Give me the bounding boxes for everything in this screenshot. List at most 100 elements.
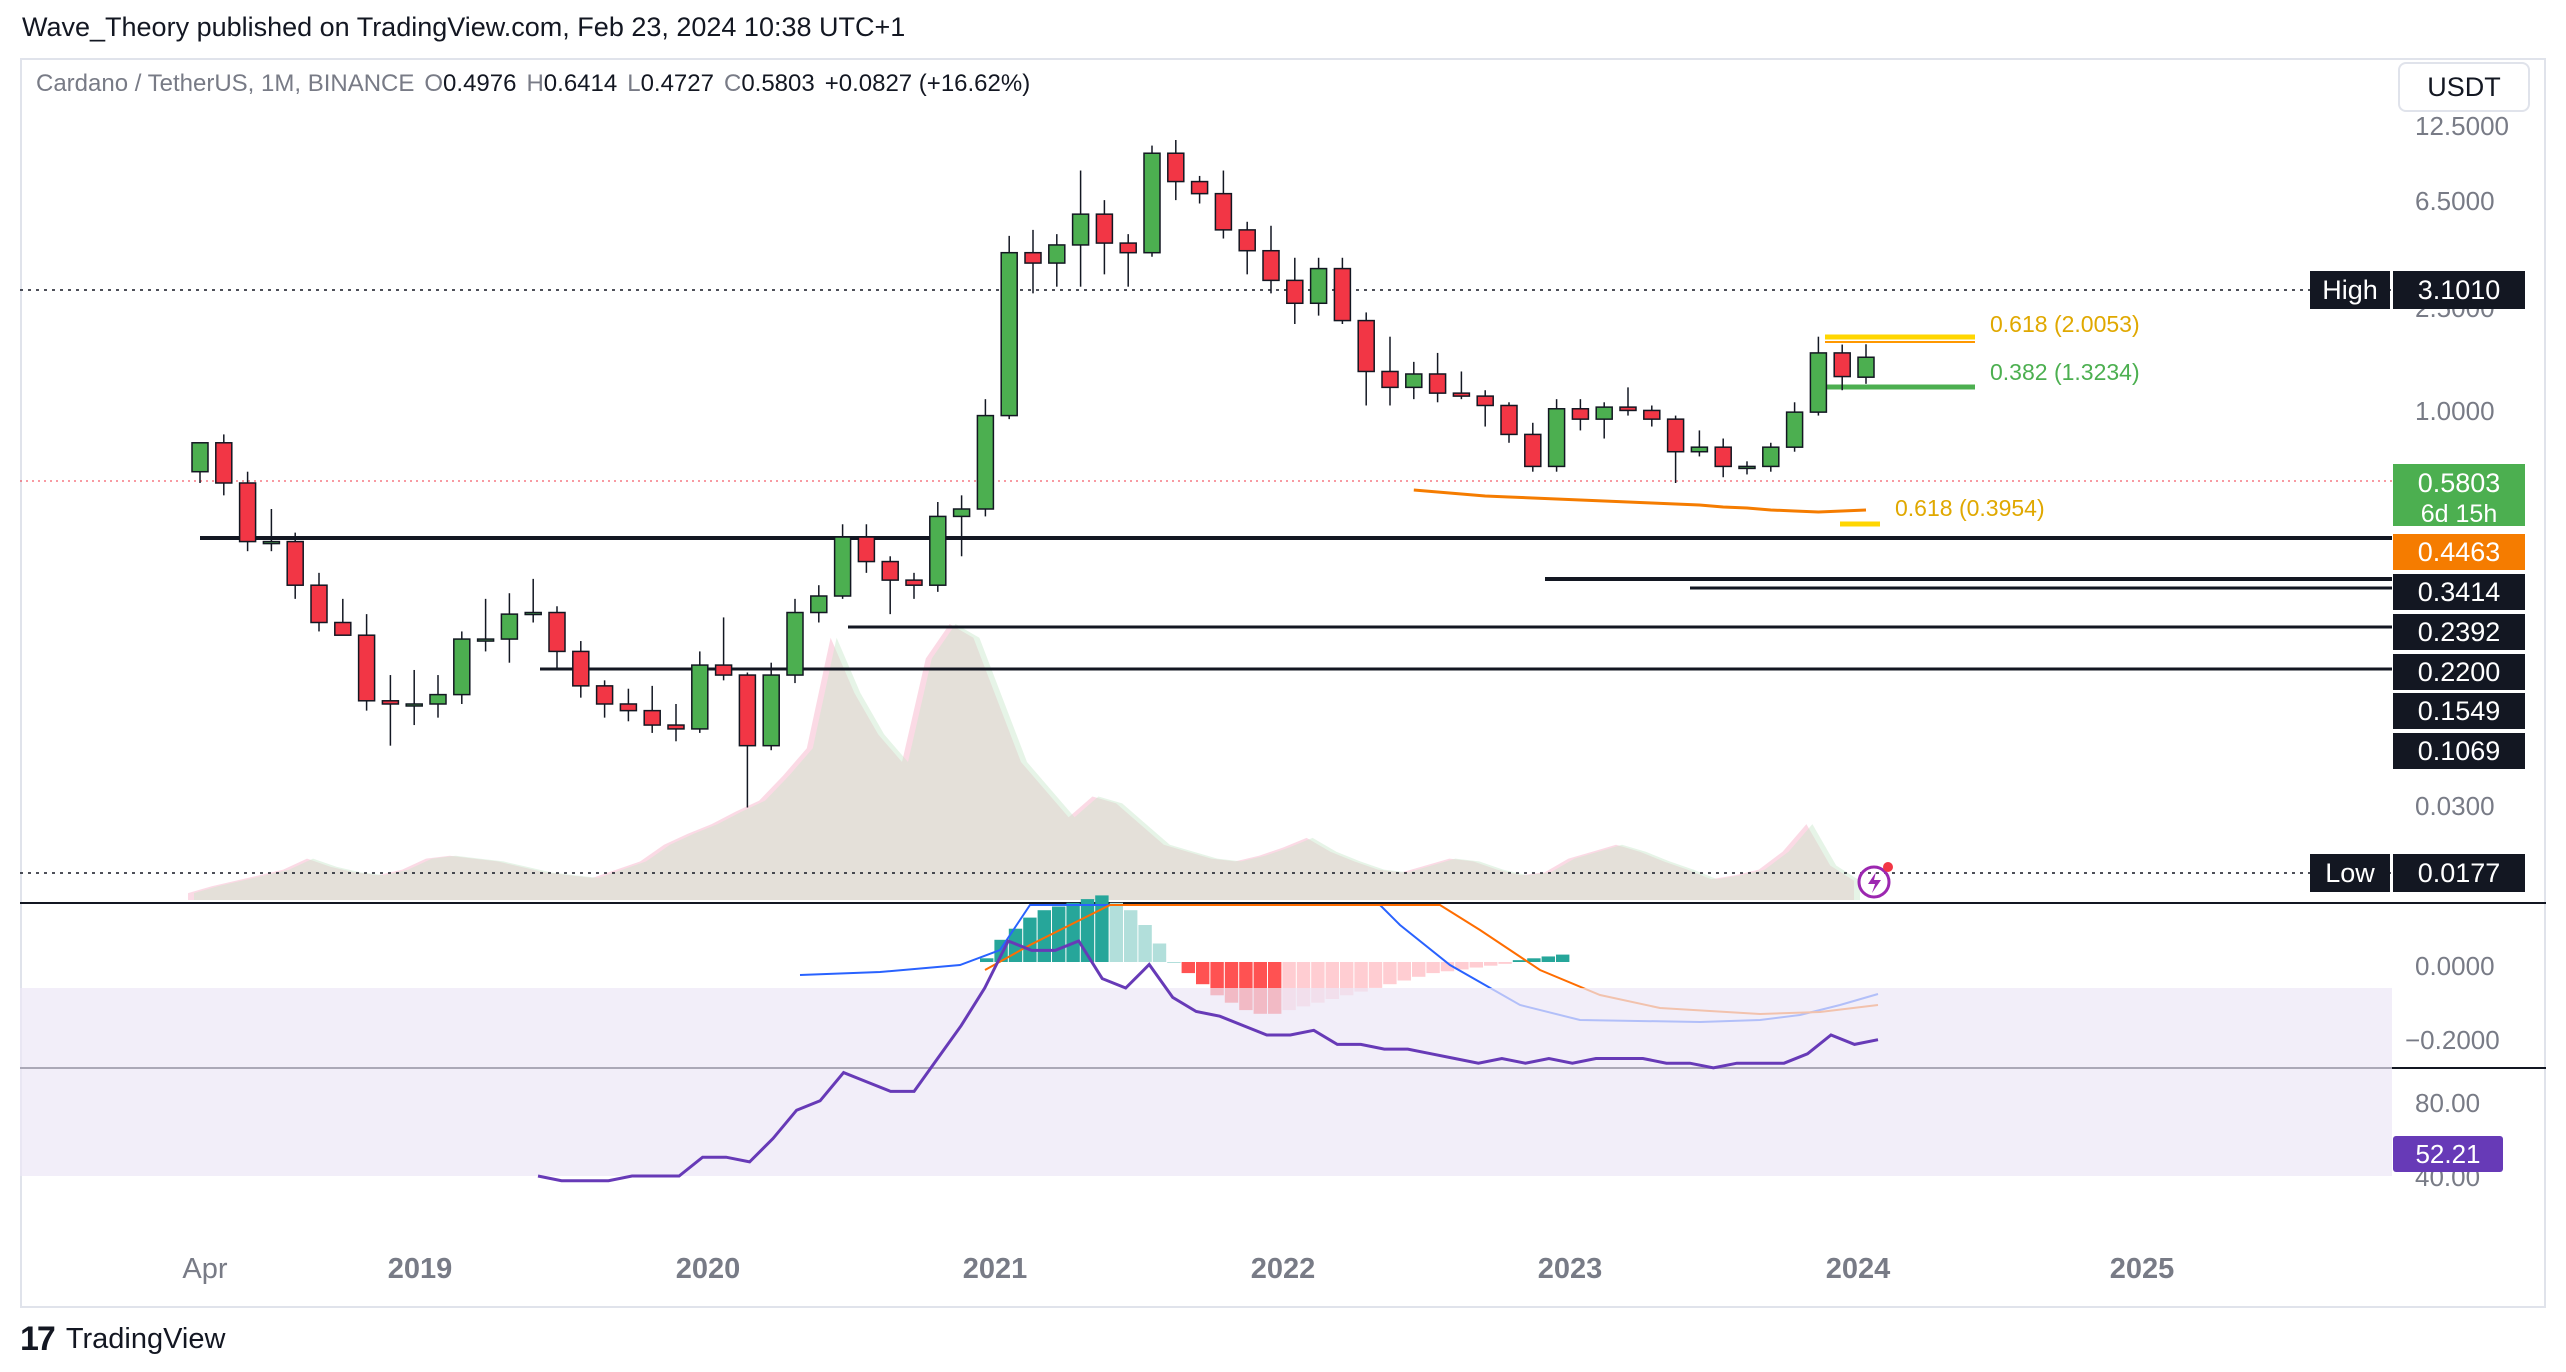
macd-bar-36	[1498, 962, 1512, 964]
candle-2021-09	[1167, 139, 1185, 201]
candle-body	[857, 536, 876, 563]
candle-2019-11	[643, 685, 661, 733]
candle-2023-05	[1643, 405, 1661, 427]
candle-2022-05	[1357, 312, 1375, 406]
chart-frame	[20, 58, 2546, 1308]
price-tag-value: 0.2392	[2418, 617, 2501, 647]
candle-body	[572, 650, 590, 687]
price-tag-value: 0.5803	[2418, 468, 2501, 498]
candle-body	[738, 674, 757, 747]
macd-bar-11	[1138, 925, 1152, 962]
publisher-line: Wave_Theory published on TradingView.com…	[22, 12, 906, 42]
candle-body	[1262, 249, 1280, 282]
time-tick-2022: 2022	[1251, 1253, 1316, 1285]
candle-body	[429, 693, 447, 705]
candle-2019-03	[453, 631, 471, 704]
macd-bar-27	[1368, 962, 1383, 988]
candle-body	[1500, 404, 1518, 436]
candle-body	[976, 414, 995, 510]
candle-2020-06	[810, 585, 828, 623]
candle-body	[619, 703, 638, 712]
candle-body	[1214, 192, 1233, 231]
candle-body	[1690, 446, 1709, 453]
price-tick-0: 12.5000	[2415, 111, 2509, 141]
candle-2019-10	[619, 688, 638, 722]
candle-2020-11	[929, 501, 947, 592]
candle-body	[1857, 356, 1875, 378]
candle-2023-11	[1785, 402, 1804, 452]
candle-body	[643, 709, 661, 726]
candle-2018-05	[215, 434, 233, 496]
candle-body	[1785, 411, 1804, 448]
candle-2023-06	[1666, 415, 1685, 483]
price-tag-value: 0.1069	[2418, 736, 2501, 766]
macd-bar-29	[1397, 962, 1411, 981]
macd-bar-12	[1152, 943, 1167, 962]
ema-line	[1413, 488, 1867, 514]
candle-body	[1714, 446, 1732, 468]
macd-bar-34	[1469, 962, 1483, 968]
price-tag-bg	[2393, 574, 2525, 610]
candle-2022-08	[1428, 352, 1447, 403]
candle-body	[1428, 373, 1447, 394]
candles-layer	[191, 139, 1875, 808]
candle-2022-10	[1476, 390, 1494, 427]
rsi-tick-80: 80.00	[2415, 1088, 2480, 1118]
macd-bar-25	[1340, 962, 1354, 996]
candle-body	[1286, 279, 1304, 305]
candle-2024-01	[1833, 344, 1851, 391]
candle-2019-06	[524, 578, 542, 623]
candle-body	[1476, 395, 1494, 407]
fib-layer: 0.618 (2.0053) 0.382 (1.3234) 0.618 (0.395…	[1825, 311, 2140, 527]
macd-bar-13	[1167, 962, 1181, 963]
price-tag-value: 0.3414	[2418, 577, 2501, 607]
time-tick-2024: 2024	[1826, 1253, 1891, 1285]
candle-body	[762, 674, 780, 747]
price-tag-value: 0.1549	[2418, 696, 2501, 726]
candle-body	[1238, 229, 1256, 252]
candle-2023-03	[1595, 402, 1613, 439]
candle-2021-02	[1000, 235, 1018, 420]
tradingview-logo[interactable]: 17 TradingView	[20, 1320, 225, 1359]
ohlc-change: +0.0827 (+16.62%)	[824, 70, 1031, 97]
macd-bar-6	[1066, 902, 1080, 962]
candle-body	[667, 724, 685, 730]
macd-bar-30	[1412, 962, 1426, 977]
price-tag-countdown: 6d 15h	[2421, 500, 2497, 528]
time-tick-2019: 2019	[388, 1253, 453, 1285]
candle-2020-03	[738, 672, 757, 808]
price-tag-label-bg	[2310, 854, 2390, 892]
candle-body	[1357, 319, 1375, 373]
candle-2019-08	[572, 641, 590, 698]
candle-body	[524, 611, 542, 616]
candle-2021-11	[1214, 170, 1233, 239]
candle-2021-03	[1024, 229, 1042, 294]
candle-body	[334, 621, 352, 636]
candle-body	[548, 611, 566, 653]
time-tick-2025: 2025	[2110, 1253, 2175, 1285]
candle-2019-12	[667, 703, 685, 742]
candle-body	[1619, 406, 1637, 412]
price-tag-bg	[2393, 464, 2525, 526]
tradingview-logo-icon: 17	[20, 1320, 56, 1358]
currency-unit-button[interactable]: USDT	[2398, 62, 2530, 112]
candle-2022-11	[1500, 402, 1518, 443]
candle-2021-06	[1095, 200, 1114, 275]
candle-2018-07	[262, 509, 281, 552]
price-tag-0.4463: 0.4463	[2393, 534, 2525, 570]
candle-body	[1071, 213, 1090, 246]
candle-body	[215, 442, 233, 484]
ohlc-high: H0.6414	[526, 70, 618, 97]
price-tag-0.3414: 0.3414	[2393, 574, 2525, 610]
candle-body	[1000, 251, 1018, 417]
candle-2020-08	[857, 524, 876, 573]
candle-body	[1119, 242, 1137, 254]
candle-2023-07	[1690, 430, 1709, 457]
price-tag-value: 0.2200	[2418, 657, 2501, 687]
time-tick-2021: 2021	[963, 1253, 1028, 1285]
macd-bar-15	[1196, 962, 1210, 985]
candle-body	[952, 508, 971, 518]
macd-bar-28	[1383, 962, 1397, 985]
